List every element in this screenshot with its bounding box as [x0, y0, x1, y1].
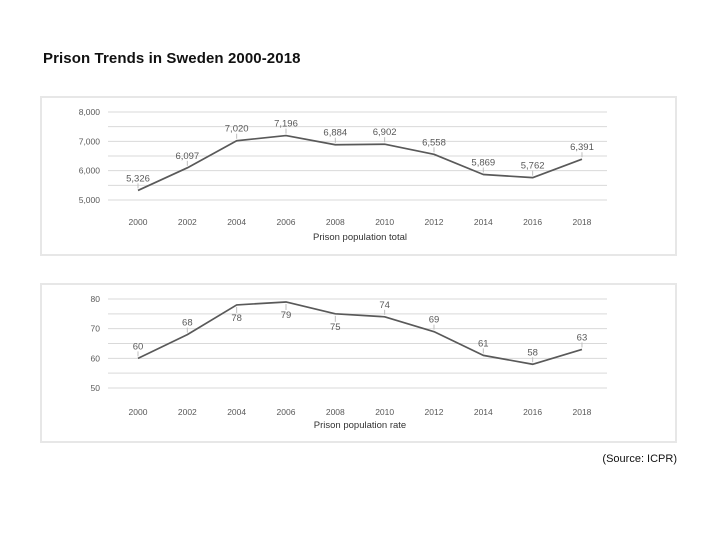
y-axis-tick-label: 7,000	[79, 136, 101, 146]
data-point-label: 6,902	[373, 127, 397, 138]
data-point-label: 6,097	[175, 151, 199, 162]
data-point-label: 5,869	[471, 158, 495, 169]
data-point-label: 6,884	[323, 128, 347, 139]
data-point-label: 78	[231, 313, 242, 324]
chart-caption: Prison population total	[313, 232, 407, 243]
x-axis-tick-label: 2012	[425, 407, 444, 417]
y-axis-tick-label: 60	[91, 353, 101, 363]
data-point-label: 7,196	[274, 119, 298, 130]
y-axis-tick-label: 8,000	[79, 107, 101, 117]
data-point-label: 68	[182, 318, 193, 329]
y-axis-tick-label: 5,000	[79, 195, 101, 205]
x-axis-tick-label: 2006	[277, 407, 296, 417]
x-axis-tick-label: 2002	[178, 217, 197, 227]
x-axis-tick-label: 2004	[227, 407, 246, 417]
series-line	[137, 301, 583, 366]
data-point-label: 74	[379, 300, 390, 311]
x-axis-tick-label: 2012	[425, 217, 444, 227]
x-axis-tick-label: 2016	[523, 217, 542, 227]
x-axis-tick-label: 2018	[573, 407, 592, 417]
y-axis-tick-label: 6,000	[79, 166, 101, 176]
x-axis-tick-label: 2014	[474, 217, 493, 227]
x-axis-tick-label: 2006	[277, 217, 296, 227]
y-axis-tick-label: 50	[91, 383, 101, 393]
x-axis-tick-label: 2010	[375, 217, 394, 227]
data-point-label: 58	[527, 347, 538, 358]
chart-panel-prison-population-total: 5,000 6,000 7,000 8,000 5,326 2000 6,097 2002 7,…	[40, 96, 677, 256]
data-point-label: 79	[281, 310, 292, 321]
source-note: (Source: ICPR)	[602, 453, 677, 465]
x-axis-tick-label: 2000	[129, 217, 148, 227]
line-chart-prison-population-total: 5,000 6,000 7,000 8,000 5,326 2000 6,097 2002 7,…	[79, 107, 607, 243]
page-title: Prison Trends in Sweden 2000-2018	[43, 50, 301, 67]
data-point-label: 75	[330, 322, 341, 333]
x-axis-tick-label: 2014	[474, 407, 493, 417]
y-axis-tick-label: 80	[91, 294, 101, 304]
x-axis-tick-label: 2008	[326, 407, 345, 417]
data-point-label: 7,020	[225, 124, 249, 135]
data-point-label: 6,391	[570, 142, 594, 153]
x-axis-tick-label: 2004	[227, 217, 246, 227]
x-axis-tick-label: 2018	[573, 217, 592, 227]
x-axis-tick-label: 2016	[523, 407, 542, 417]
data-point-label: 5,762	[521, 161, 545, 172]
data-point-label: 61	[478, 338, 489, 349]
data-point-label: 63	[577, 332, 588, 343]
x-axis-tick-label: 2000	[129, 407, 148, 417]
line-chart-prison-population-rate: 50 60 70 80 60 2000 68 2002 78 2004 79 2006 75 2008 74…	[91, 294, 607, 431]
series-line	[137, 134, 583, 192]
data-point-label: 6,558	[422, 137, 446, 148]
chart-caption: Prison population rate	[314, 420, 406, 431]
x-axis-tick-label: 2002	[178, 407, 197, 417]
chart-panel-prison-population-rate: 50 60 70 80 60 2000 68 2002 78 2004 79 2006 75 2008 74…	[40, 283, 677, 443]
x-axis-tick-label: 2008	[326, 217, 345, 227]
y-axis-tick-label: 70	[91, 324, 101, 334]
data-point-label: 69	[429, 315, 440, 326]
x-axis-tick-label: 2010	[375, 407, 394, 417]
data-point-label: 5,326	[126, 173, 150, 184]
data-point-label: 60	[133, 341, 144, 352]
